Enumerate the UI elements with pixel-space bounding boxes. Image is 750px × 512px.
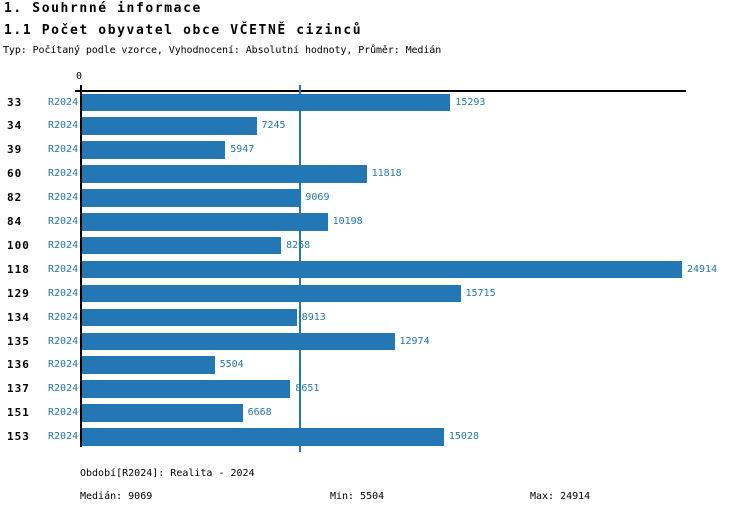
chart-row: 137 R2024 8651	[0, 380, 750, 398]
chart-title: 1.1 Počet obyvatel obce VČETNĚ cizinců	[4, 23, 363, 38]
bar	[82, 260, 682, 279]
report-heading: 1. Souhrnné informace	[4, 1, 202, 16]
bar	[82, 356, 215, 374]
chart-row: 135 R2024 12974	[0, 332, 750, 350]
row-series-label: R2024	[48, 431, 79, 443]
chart-row: 129 R2024 15715	[0, 284, 750, 303]
row-series-label: R2024	[48, 96, 79, 108]
bar	[82, 117, 257, 135]
x-axis-line	[75, 90, 686, 92]
footer-median-stat: Medián: 9069	[80, 491, 153, 502]
y-axis-line	[80, 90, 82, 447]
axis-zero-tick	[80, 85, 82, 92]
bar-value-label: 15293	[455, 96, 486, 108]
row-series-label: R2024	[48, 383, 79, 395]
bar	[82, 404, 243, 422]
row-category-label: 60	[7, 167, 23, 181]
chart-subtitle: Typ: Počítaný podle vzorce, Vyhodnocení:…	[3, 45, 442, 56]
bar-value-label: 8651	[295, 383, 320, 395]
bar-value-label: 10198	[332, 216, 363, 227]
bar	[82, 236, 282, 255]
bar-value-label: 15715	[465, 287, 496, 299]
row-series-label: R2024	[48, 168, 79, 180]
row-category-label: 33	[7, 95, 23, 109]
footer-period: Období[R2024]: Realita - 2024	[80, 468, 255, 479]
chart-row: 84 R2024 10198	[0, 213, 750, 231]
bar	[82, 428, 444, 446]
bar-value-label: 7245	[261, 120, 286, 132]
bar-value-label: 5504	[219, 359, 244, 371]
row-series-label: R2024	[48, 407, 79, 419]
row-series-label: R2024	[48, 239, 79, 251]
row-category-label: 34	[7, 119, 23, 133]
bar-value-label: 5947	[230, 144, 255, 156]
row-series-label: R2024	[48, 335, 79, 347]
chart-row: 34 R2024 7245	[0, 117, 750, 135]
row-series-label: R2024	[48, 263, 79, 275]
axis-origin-label: 0	[76, 71, 83, 82]
row-category-label: 82	[7, 191, 23, 205]
bar	[82, 141, 226, 159]
chart-row: 39 R2024 5947	[0, 141, 750, 159]
row-series-label: R2024	[48, 359, 79, 371]
bar-value-label: 11818	[371, 168, 402, 180]
chart-row: 151 R2024 6668	[0, 404, 750, 422]
chart-row: 153 R2024 15028	[0, 428, 750, 446]
row-series-label: R2024	[48, 311, 79, 323]
chart-row: 60 R2024 11818	[0, 165, 750, 183]
row-series-label: R2024	[48, 216, 79, 227]
chart-row: 134 R2024 8913	[0, 308, 750, 327]
bar-value-label: 24914	[687, 263, 718, 275]
bar	[82, 308, 297, 327]
row-category-label: 137	[7, 382, 30, 396]
row-series-label: R2024	[48, 192, 79, 204]
row-category-label: 129	[7, 286, 30, 300]
chart-row: 118 R2024 24914	[0, 260, 750, 279]
bar-value-label: 15028	[448, 431, 479, 443]
row-category-label: 134	[7, 310, 30, 324]
row-category-label: 135	[7, 334, 30, 348]
bar	[82, 93, 451, 111]
bar-value-label: 12974	[399, 335, 430, 347]
row-series-label: R2024	[48, 144, 79, 156]
bar	[82, 332, 395, 350]
bar	[82, 165, 367, 183]
chart-row: 136 R2024 5504	[0, 356, 750, 374]
row-category-label: 118	[7, 262, 30, 276]
bar	[82, 380, 291, 398]
bar-value-label: 8268	[286, 239, 311, 251]
chart-row: 33 R2024 15293	[0, 93, 750, 111]
row-category-label: 84	[7, 215, 23, 228]
chart-row: 100 R2024 8268	[0, 236, 750, 255]
bar-value-label: 6668	[247, 407, 272, 419]
row-category-label: 151	[7, 406, 30, 420]
row-category-label: 136	[7, 358, 30, 372]
bar	[82, 189, 301, 207]
footer-min-stat: Min: 5504	[330, 491, 385, 502]
chart-row: 82 R2024 9069	[0, 189, 750, 207]
footer-max-stat: Max: 24914	[530, 491, 591, 502]
row-category-label: 153	[7, 430, 30, 444]
row-category-label: 100	[7, 238, 30, 252]
bar	[82, 213, 328, 231]
row-series-label: R2024	[48, 120, 79, 132]
bar-value-label: 8913	[301, 311, 326, 323]
row-series-label: R2024	[48, 287, 79, 299]
bar	[82, 284, 461, 303]
row-category-label: 39	[7, 143, 23, 157]
bar-value-label: 9069	[305, 192, 330, 204]
